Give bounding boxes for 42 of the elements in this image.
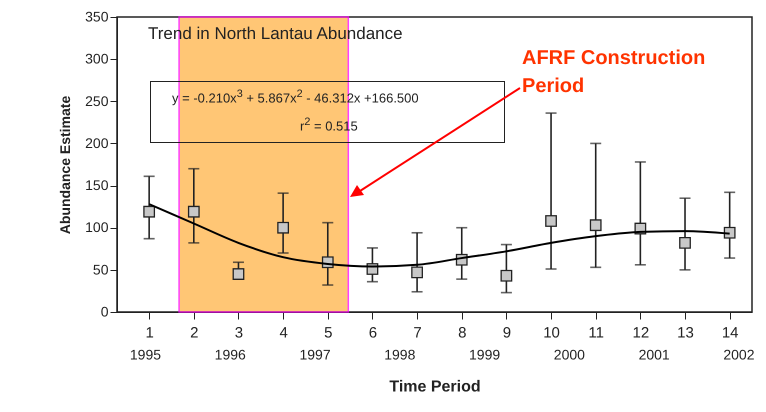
x-tick-label: 12 [632,324,650,342]
x2-tick-label: 2000 [554,346,586,362]
y-tick-label: 50 [92,261,109,278]
x2-tick-label: 1998 [384,346,416,362]
x-tick-label: 4 [279,324,288,342]
y-tick-label: 0 [100,304,109,320]
y-tick-label: 200 [85,134,109,151]
point [143,206,156,218]
x2-tick-label: 1997 [299,346,331,362]
x-tick-label: 13 [677,324,694,342]
x-tick-label: 3 [234,324,244,342]
annotation: AFRF Construction Period [522,46,706,99]
x-tick-label: 7 [413,324,422,342]
x-tick-label: 8 [458,324,466,342]
point [188,206,200,218]
point [411,266,423,278]
y-tick-label: 100 [85,219,109,236]
x-tick-label: 6 [368,324,378,342]
x-axis-title: Time Period [389,378,481,396]
point [590,219,602,232]
point [232,268,244,280]
x-tick-label: 2 [190,324,198,342]
x-tick-label: 9 [502,324,512,342]
x2-tick-label: 2002 [723,346,755,362]
y-tick-label: 150 [85,177,109,194]
y-tick-label: 300 [85,50,109,67]
x2-tick-label: 1995 [130,346,162,362]
point [277,222,290,234]
x-tick-label: 5 [324,324,332,342]
x-tick-label: 10 [543,324,560,342]
y-tick-label: 250 [85,92,109,109]
y-tick-label: 350 [85,8,109,24]
x-tick-label: 14 [722,324,739,342]
point [679,236,691,249]
x-tick-label: 11 [588,324,604,342]
point [545,215,557,227]
x2-tick-label: 1999 [469,346,500,362]
y-axis-title: Abundance Estimate [57,96,74,234]
x2-tick-label: 2001 [638,346,670,362]
point [500,270,512,282]
x-tick-label: 1 [145,324,154,342]
x2-tick-label: 1996 [214,346,246,362]
